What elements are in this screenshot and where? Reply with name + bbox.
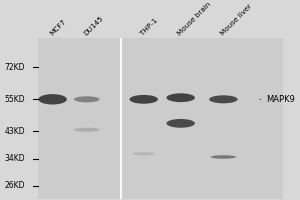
Ellipse shape (132, 152, 155, 155)
Text: DU145: DU145 (82, 15, 104, 37)
Text: MAPK9: MAPK9 (260, 95, 295, 104)
Ellipse shape (74, 128, 100, 132)
Ellipse shape (209, 95, 238, 103)
Text: 43KD: 43KD (4, 127, 25, 136)
Text: THP-1: THP-1 (140, 18, 159, 37)
Ellipse shape (167, 119, 195, 128)
Text: 72KD: 72KD (4, 63, 25, 72)
Bar (38, 38, 283, 199)
Text: Mouse liver: Mouse liver (219, 3, 253, 37)
Text: 26KD: 26KD (4, 181, 25, 190)
Text: 55KD: 55KD (4, 95, 25, 104)
Ellipse shape (74, 96, 100, 102)
Text: 34KD: 34KD (4, 154, 25, 163)
Text: MCF7: MCF7 (48, 18, 67, 37)
Text: Mouse brain: Mouse brain (176, 1, 212, 37)
Ellipse shape (167, 93, 195, 102)
Ellipse shape (211, 155, 236, 159)
Ellipse shape (38, 94, 67, 105)
Ellipse shape (130, 95, 158, 104)
